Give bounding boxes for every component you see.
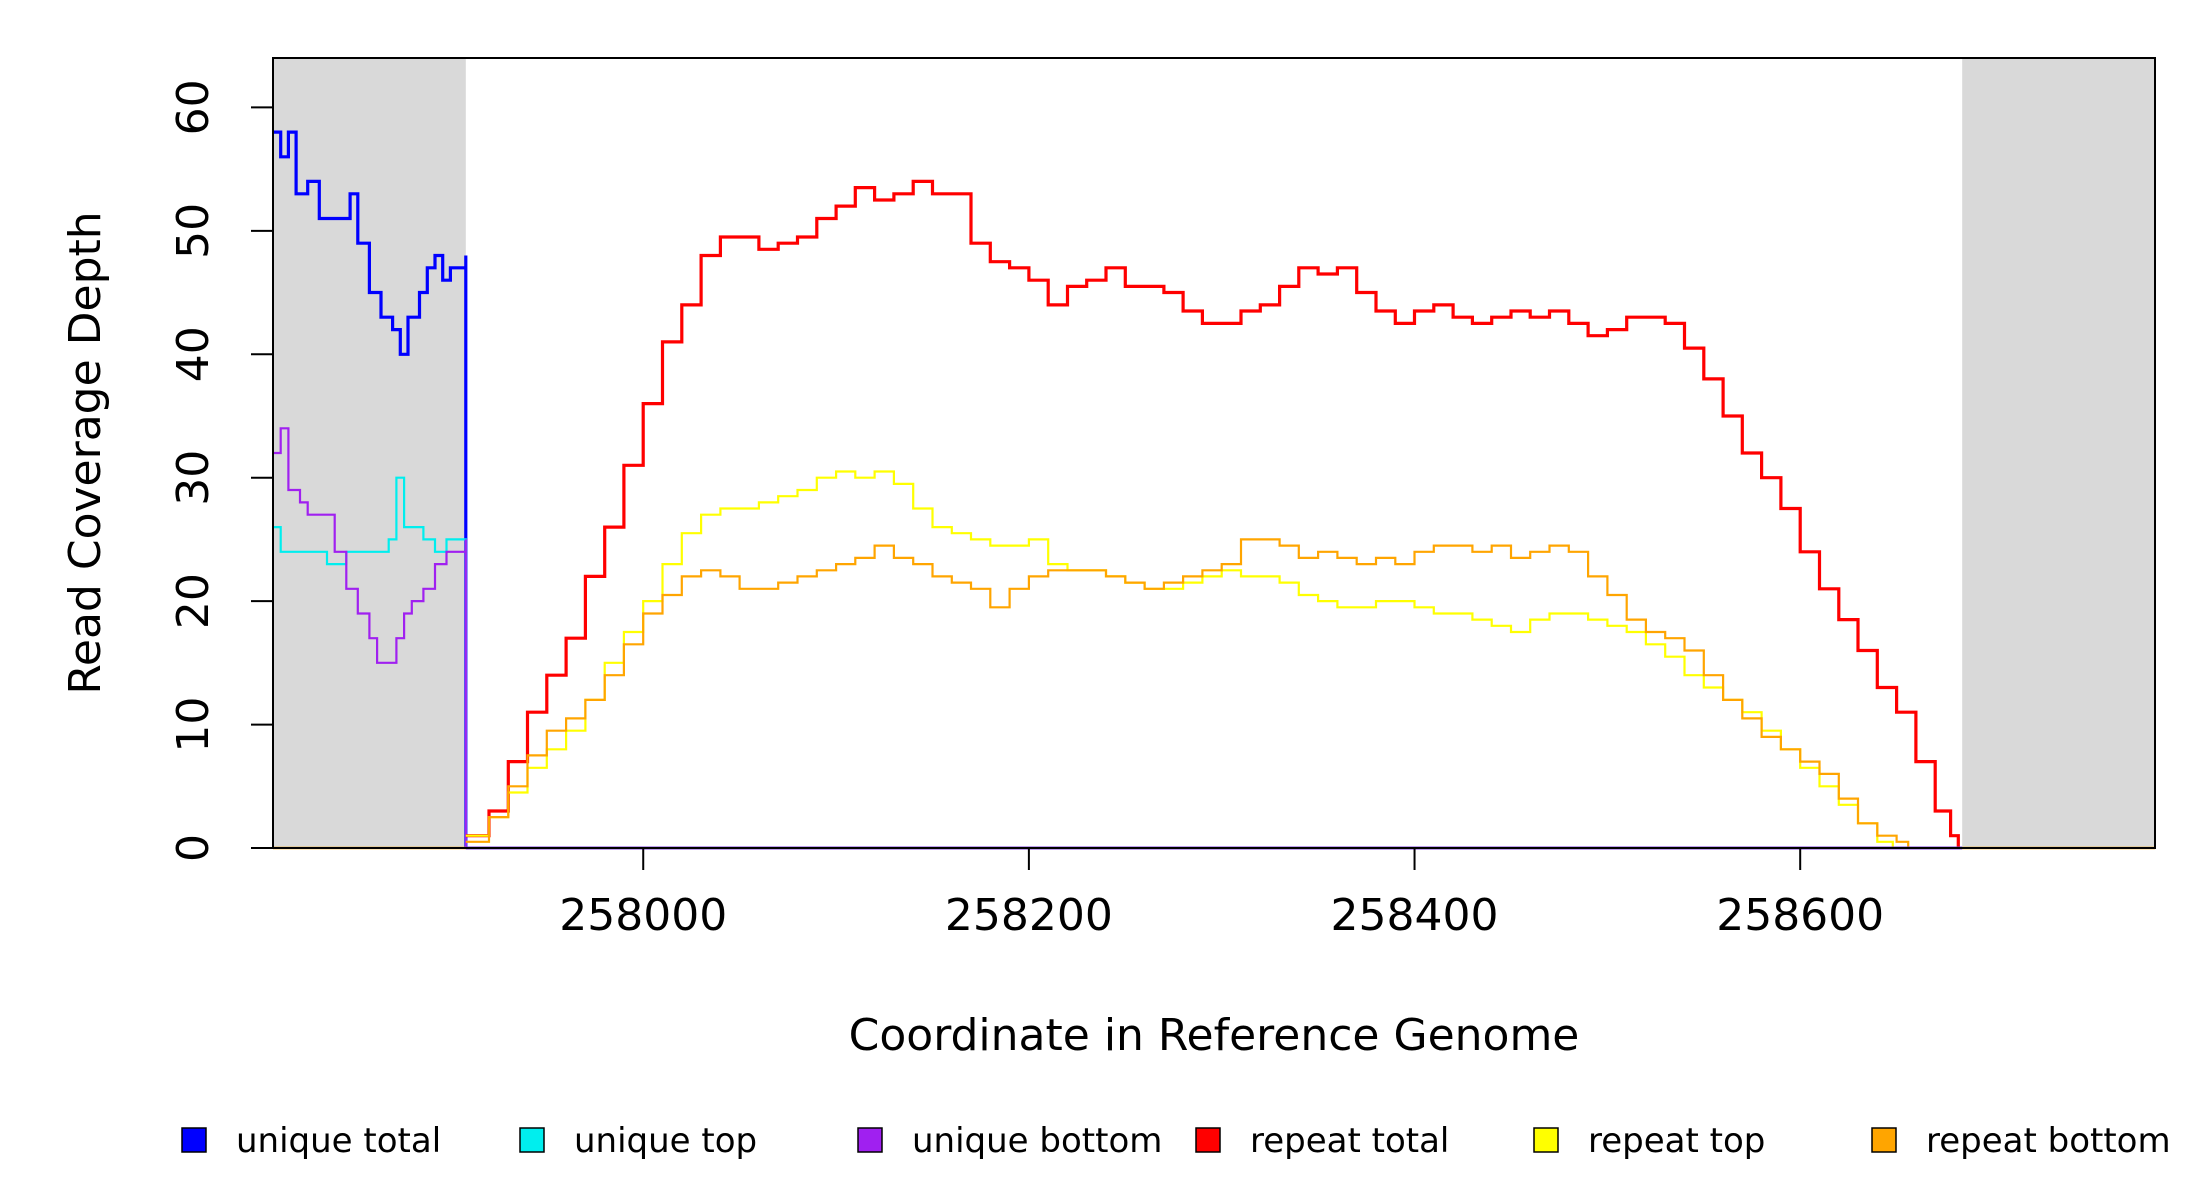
legend-item-repeat-total: repeat total (1195, 1121, 1449, 1161)
x-tick-label: 258000 (559, 890, 727, 941)
legend-label: repeat top (1588, 1121, 1765, 1161)
legend-swatch (857, 1127, 883, 1153)
legend-label: repeat total (1250, 1121, 1449, 1161)
y-tick-label: 30 (168, 450, 219, 506)
legend-swatch (519, 1127, 545, 1153)
y-axis-title: Read Coverage Depth (60, 211, 111, 694)
legend-label: unique total (236, 1121, 441, 1161)
y-axis: 0 10 20 30 40 50 60 (168, 79, 273, 862)
y-tick-label: 10 (168, 697, 219, 753)
legend-swatch (181, 1127, 207, 1153)
shaded-regions (273, 58, 2155, 848)
series-lines (273, 130, 2155, 850)
y-tick-label: 50 (168, 203, 219, 259)
series-line-unique-bottom (273, 427, 467, 848)
y-tick-label: 20 (168, 573, 219, 629)
x-axis: 258000 258200 258400 258600 (559, 848, 1884, 941)
legend-item-unique-bottom: unique bottom (857, 1121, 1162, 1161)
legend: unique total unique top unique bottom repea… (181, 1121, 2171, 1161)
series-line-repeat-bottom (465, 538, 1910, 848)
legend-item-repeat-top: repeat top (1533, 1121, 1765, 1161)
legend-label: repeat bottom (1926, 1121, 2171, 1161)
y-tick-label: 60 (168, 79, 219, 135)
series-line-unique-total (273, 130, 468, 848)
legend-item-unique-top: unique top (519, 1121, 757, 1161)
legend-swatch (1533, 1127, 1559, 1153)
series-line-repeat-total (465, 179, 1960, 848)
legend-item-unique-total: unique total (181, 1121, 441, 1161)
x-axis-title: Coordinate in Reference Genome (849, 1010, 1580, 1061)
legend-label: unique top (574, 1121, 757, 1161)
series-line-unique-top (273, 476, 467, 848)
x-tick-label: 258200 (945, 890, 1113, 941)
shaded-region-2 (1962, 58, 2155, 848)
x-tick-label: 258400 (1331, 890, 1499, 941)
x-tick-label: 258600 (1716, 890, 1884, 941)
shaded-region-1 (273, 58, 466, 848)
y-tick-label: 40 (168, 326, 219, 382)
y-tick-label: 0 (168, 834, 219, 862)
legend-swatch (1195, 1127, 1221, 1153)
legend-swatch (1871, 1127, 1897, 1153)
series-line-repeat-top (465, 470, 1894, 848)
plot-frame (272, 57, 2156, 849)
legend-label: unique bottom (912, 1121, 1162, 1161)
legend-item-repeat-bottom: repeat bottom (1871, 1121, 2171, 1161)
